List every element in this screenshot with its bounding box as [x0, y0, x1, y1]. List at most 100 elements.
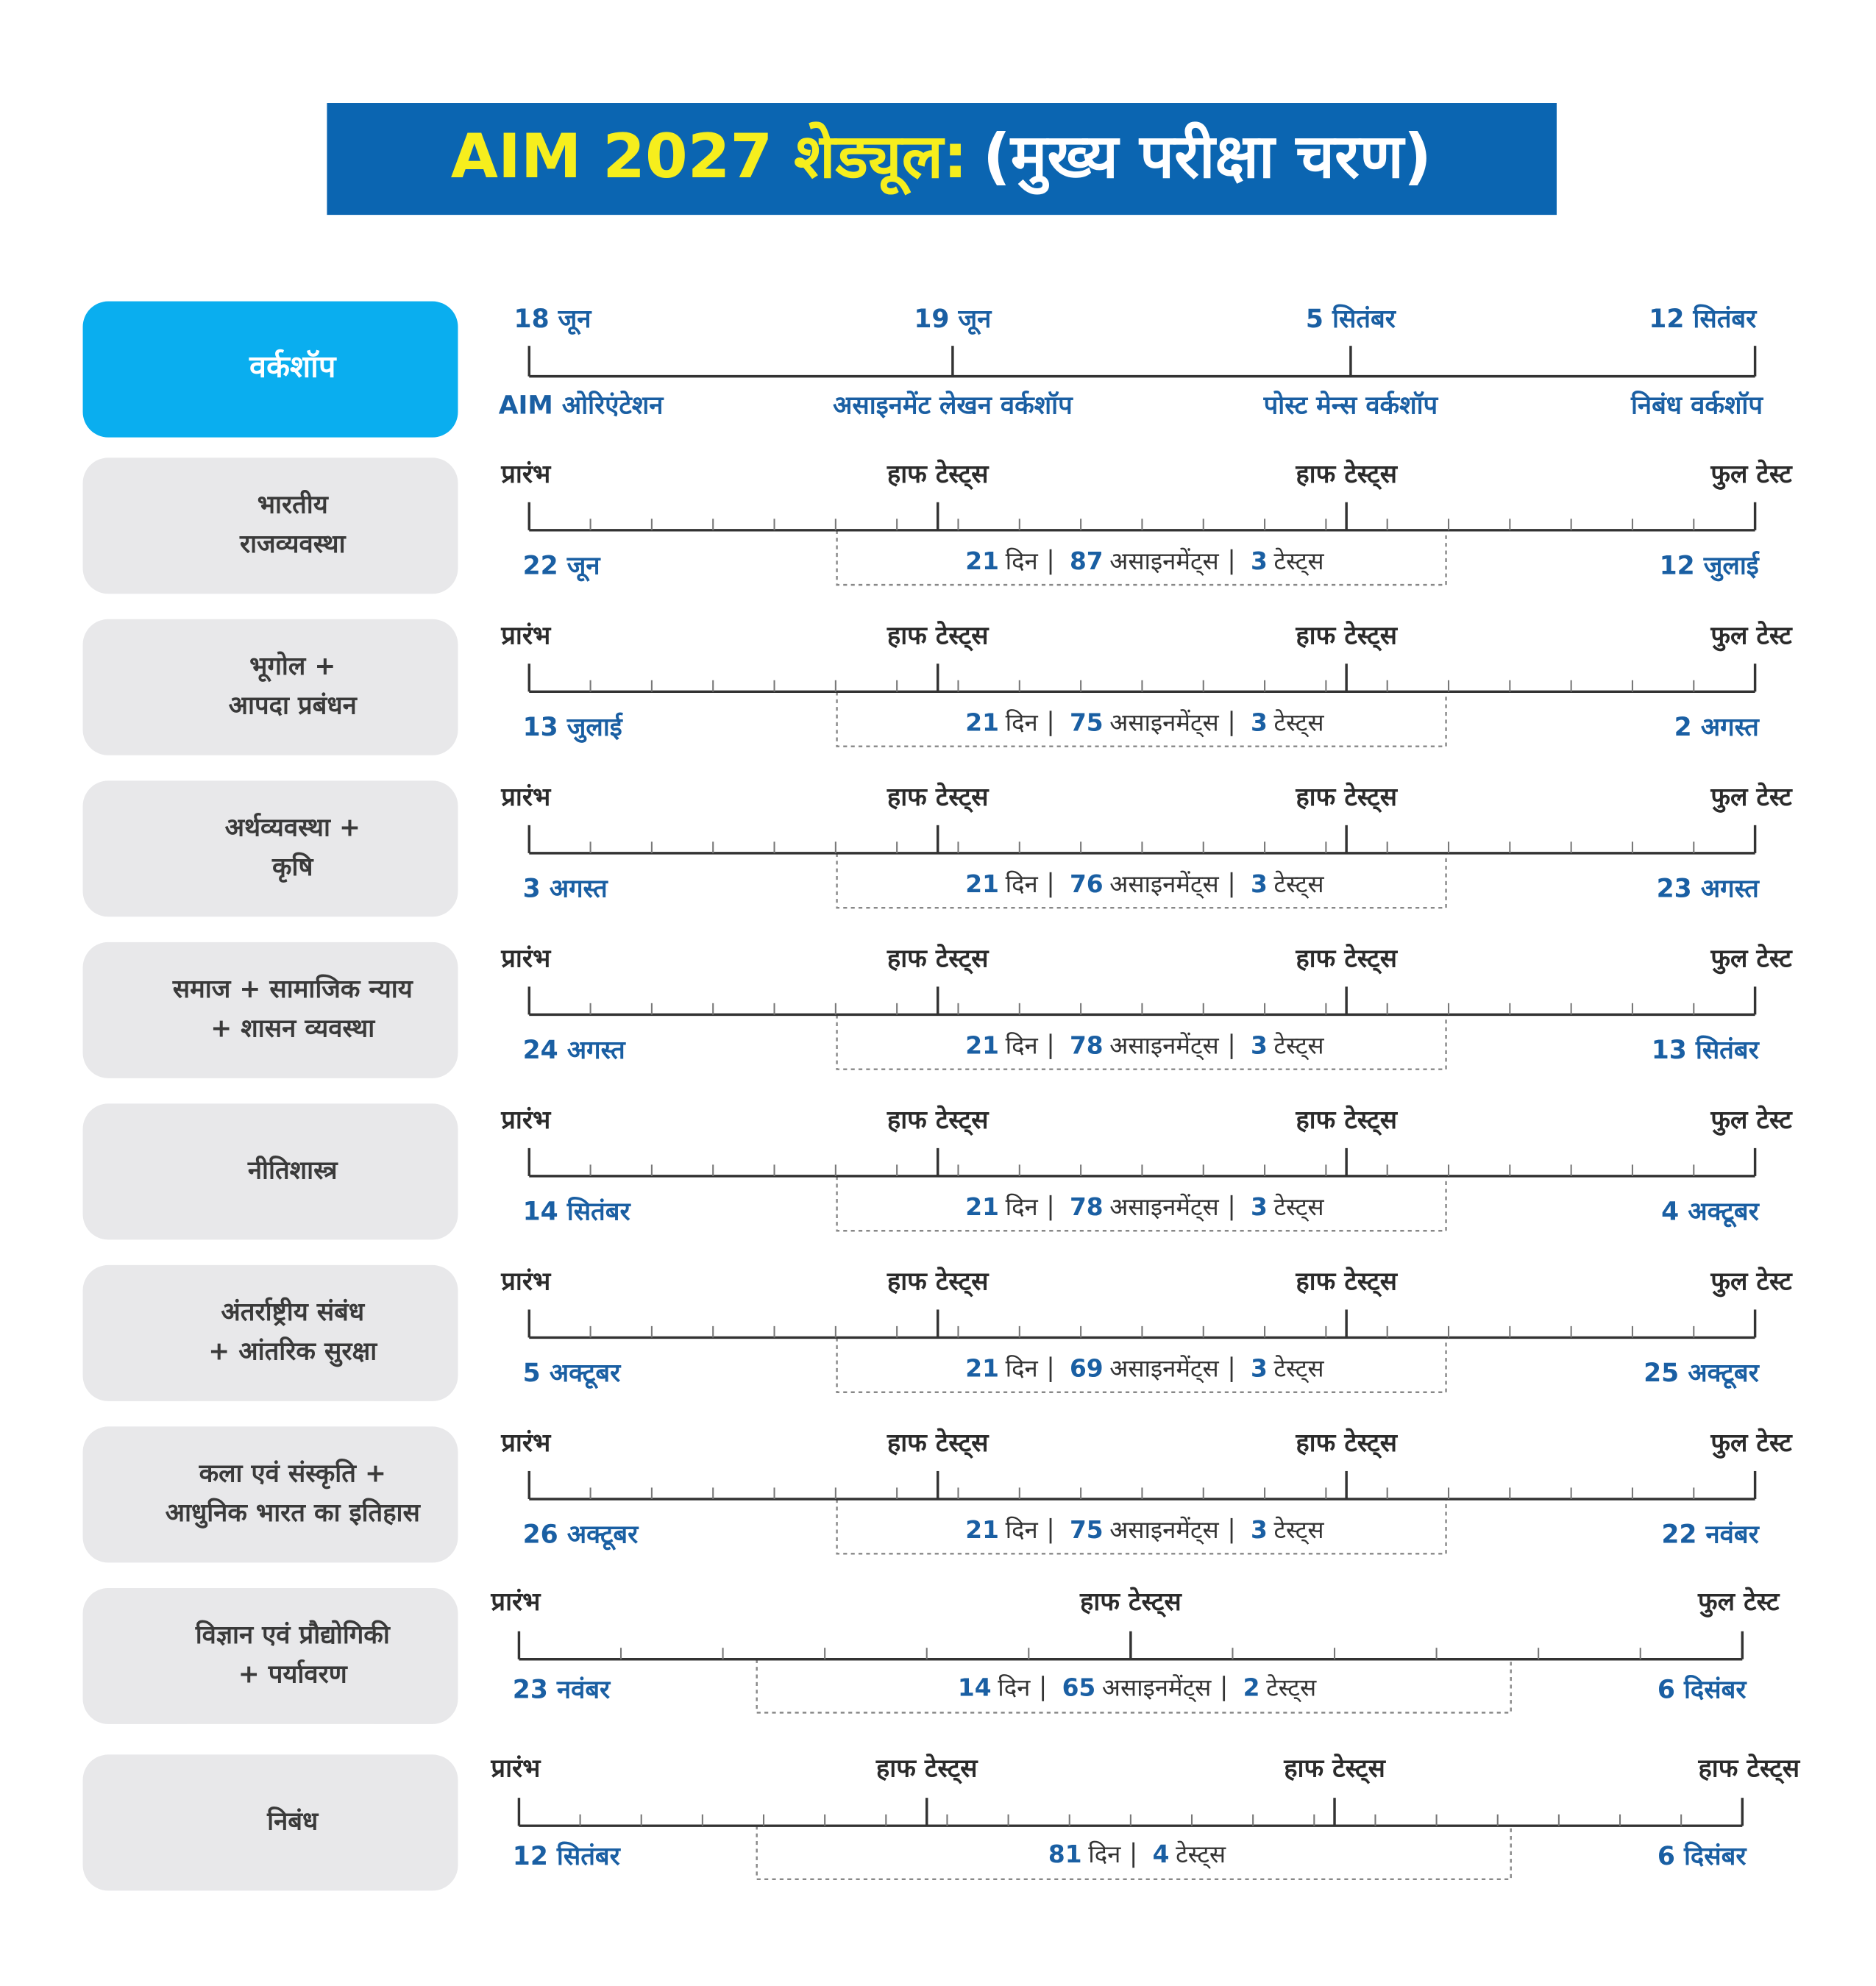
milestone-label: फुल टेस्ट [1710, 1267, 1793, 1298]
end-date: 23 अगस्त [1657, 874, 1760, 903]
subject-label: भूगोल + [249, 651, 335, 683]
summary-item: 69 असाइनमेंट्स [1070, 1354, 1220, 1383]
summary-unit: दिन [1006, 547, 1039, 575]
subject-box [82, 942, 458, 1078]
start-date: 5 अक्टूबर [523, 1359, 622, 1389]
end-date: 6 दिसंबर [1658, 1674, 1747, 1704]
summary-value: 69 [1070, 1354, 1104, 1382]
summary-value: 87 [1070, 547, 1104, 575]
subject-label: नीतिशास्त्र [247, 1155, 339, 1185]
summary-item: 21 दिन [965, 1354, 1038, 1382]
summary-value: 75 [1070, 1516, 1104, 1544]
summary-item: 76 असाइनमेंट्स [1070, 870, 1220, 899]
summary-unit: दिन [1006, 708, 1039, 736]
summary-value: 3 [1251, 870, 1268, 898]
summary-unit: दिन [1006, 1354, 1039, 1382]
title-part: AIM 2027 शेड्यूल: [451, 121, 967, 196]
milestone-label: प्रारंभ [490, 1754, 541, 1784]
subject-box [82, 619, 458, 755]
summary-unit: दिन [1006, 870, 1039, 898]
summary-value: 78 [1070, 1193, 1104, 1221]
summary-box [836, 853, 1447, 909]
subject-label: + आंतरिक सुरक्षा [208, 1337, 377, 1367]
summary: 21 दिन 69 असाइनमेंट्स 3 टेस्ट्स [965, 1354, 1324, 1383]
milestone-label: हाफ टेस्ट्स [1295, 1428, 1398, 1459]
milestone-label: फुल टेस्ट [1710, 459, 1793, 490]
milestone-label: हाफ टेस्ट्स [887, 944, 989, 975]
summary-unit: टेस्ट्स [1273, 547, 1324, 576]
subject-label: राजव्यवस्था [239, 530, 347, 559]
summary-unit: टेस्ट्स [1273, 1193, 1324, 1222]
summary: 21 दिन 75 असाइनमेंट्स 3 टेस्ट्स [965, 708, 1324, 737]
summary-unit: असाइनमेंट्स [1109, 870, 1219, 899]
start-date: 13 जुलाई [523, 712, 624, 743]
subject-box [82, 458, 458, 594]
summary-item: 3 टेस्ट्स [1251, 708, 1324, 737]
summary-item: 3 टेस्ट्स [1251, 547, 1324, 576]
summary-box [756, 1659, 1512, 1714]
end-date: 22 नवंबर [1661, 1520, 1760, 1550]
summary-value: 75 [1070, 708, 1104, 736]
milestone-label: फुल टेस्ट [1710, 782, 1793, 813]
milestone-label: प्रारंभ [500, 1267, 552, 1297]
workshop-box [82, 301, 458, 438]
summary-value: 76 [1070, 870, 1104, 898]
summary-value: 21 [965, 1031, 999, 1059]
summary-unit: टेस्ट्स [1273, 1516, 1324, 1545]
summary-unit: असाइनमेंट्स [1109, 708, 1219, 737]
summary-value: 78 [1070, 1031, 1104, 1059]
summary-value: 3 [1251, 1354, 1268, 1382]
summary-value: 21 [965, 1516, 999, 1544]
milestone-label: हाफ टेस्ट्स [1079, 1587, 1182, 1617]
title-part: (मुख्य परीक्षा चरण) [983, 121, 1432, 195]
milestone-label: हाफ टेस्ट्स [1295, 459, 1398, 490]
end-date: 13 सितंबर [1652, 1035, 1760, 1065]
summary-item: 21 दिन [965, 870, 1038, 898]
summary-unit: असाइनमेंट्स [1109, 1516, 1219, 1545]
milestone-label: हाफ टेस्ट्स [1295, 944, 1398, 975]
subject-box [82, 780, 458, 917]
end-date: 2 अगस्त [1674, 713, 1760, 742]
milestone-label: फुल टेस्ट [1710, 1428, 1793, 1459]
summary: 21 दिन 78 असाइनमेंट्स 3 टेस्ट्स [965, 1031, 1324, 1060]
summary-box [836, 1337, 1447, 1393]
milestone-label: प्रारंभ [500, 944, 552, 974]
milestone-label: फुल टेस्ट [1710, 1105, 1793, 1136]
summary-box [756, 1826, 1512, 1881]
summary-value: 3 [1251, 547, 1268, 575]
summary-unit: दिन [1088, 1840, 1121, 1868]
start-date: 22 जून [523, 551, 602, 582]
summary-item: 75 असाइनमेंट्स [1070, 1516, 1220, 1545]
summary-item: 21 दिन [965, 547, 1038, 575]
summary-unit: टेस्ट्स [1273, 1031, 1324, 1060]
milestone-label: हाफ टेस्ट्स [1295, 782, 1398, 813]
summary-item: 3 टेस्ट्स [1251, 1193, 1324, 1222]
end-date: 6 दिसंबर [1658, 1841, 1747, 1871]
subject-label: अंतर्राष्ट्रीय संबंध [221, 1297, 366, 1327]
summary-value: 21 [965, 870, 999, 898]
summary-value: 14 [958, 1673, 992, 1701]
start-date: 14 सितंबर [523, 1197, 632, 1227]
subject-label: भारतीय [257, 489, 330, 519]
start-date: 26 अक्टूबर [523, 1520, 640, 1551]
subject-label: निबंध [266, 1806, 319, 1836]
summary-item: 21 दिन [965, 1193, 1038, 1221]
summary: 21 दिन 78 असाइनमेंट्स 3 टेस्ट्स [965, 1193, 1324, 1222]
summary-item: 14 दिन [958, 1673, 1031, 1701]
summary-item: 81 दिन [1048, 1840, 1121, 1868]
subject-label: + शासन व्यवस्था [210, 1014, 375, 1044]
summary-unit: दिन [1006, 1031, 1039, 1059]
summary-item: 21 दिन [965, 1031, 1038, 1059]
title-bar [327, 103, 1557, 216]
subject-label: आपदा प्रबंधन [229, 691, 358, 721]
workshop-date: 19 जून [914, 305, 992, 335]
summary-item: 3 टेस्ट्स [1251, 1516, 1324, 1545]
summary-unit: टेस्ट्स [1266, 1673, 1317, 1702]
workshop-date: 12 सितंबर [1649, 304, 1758, 334]
summary-value: 21 [965, 1354, 999, 1382]
end-date: 4 अक्टूबर [1661, 1197, 1760, 1228]
summary-value: 21 [965, 708, 999, 736]
summary-unit: टेस्ट्स [1273, 870, 1324, 899]
summary-box [836, 691, 1447, 747]
subject-box [82, 1587, 458, 1724]
